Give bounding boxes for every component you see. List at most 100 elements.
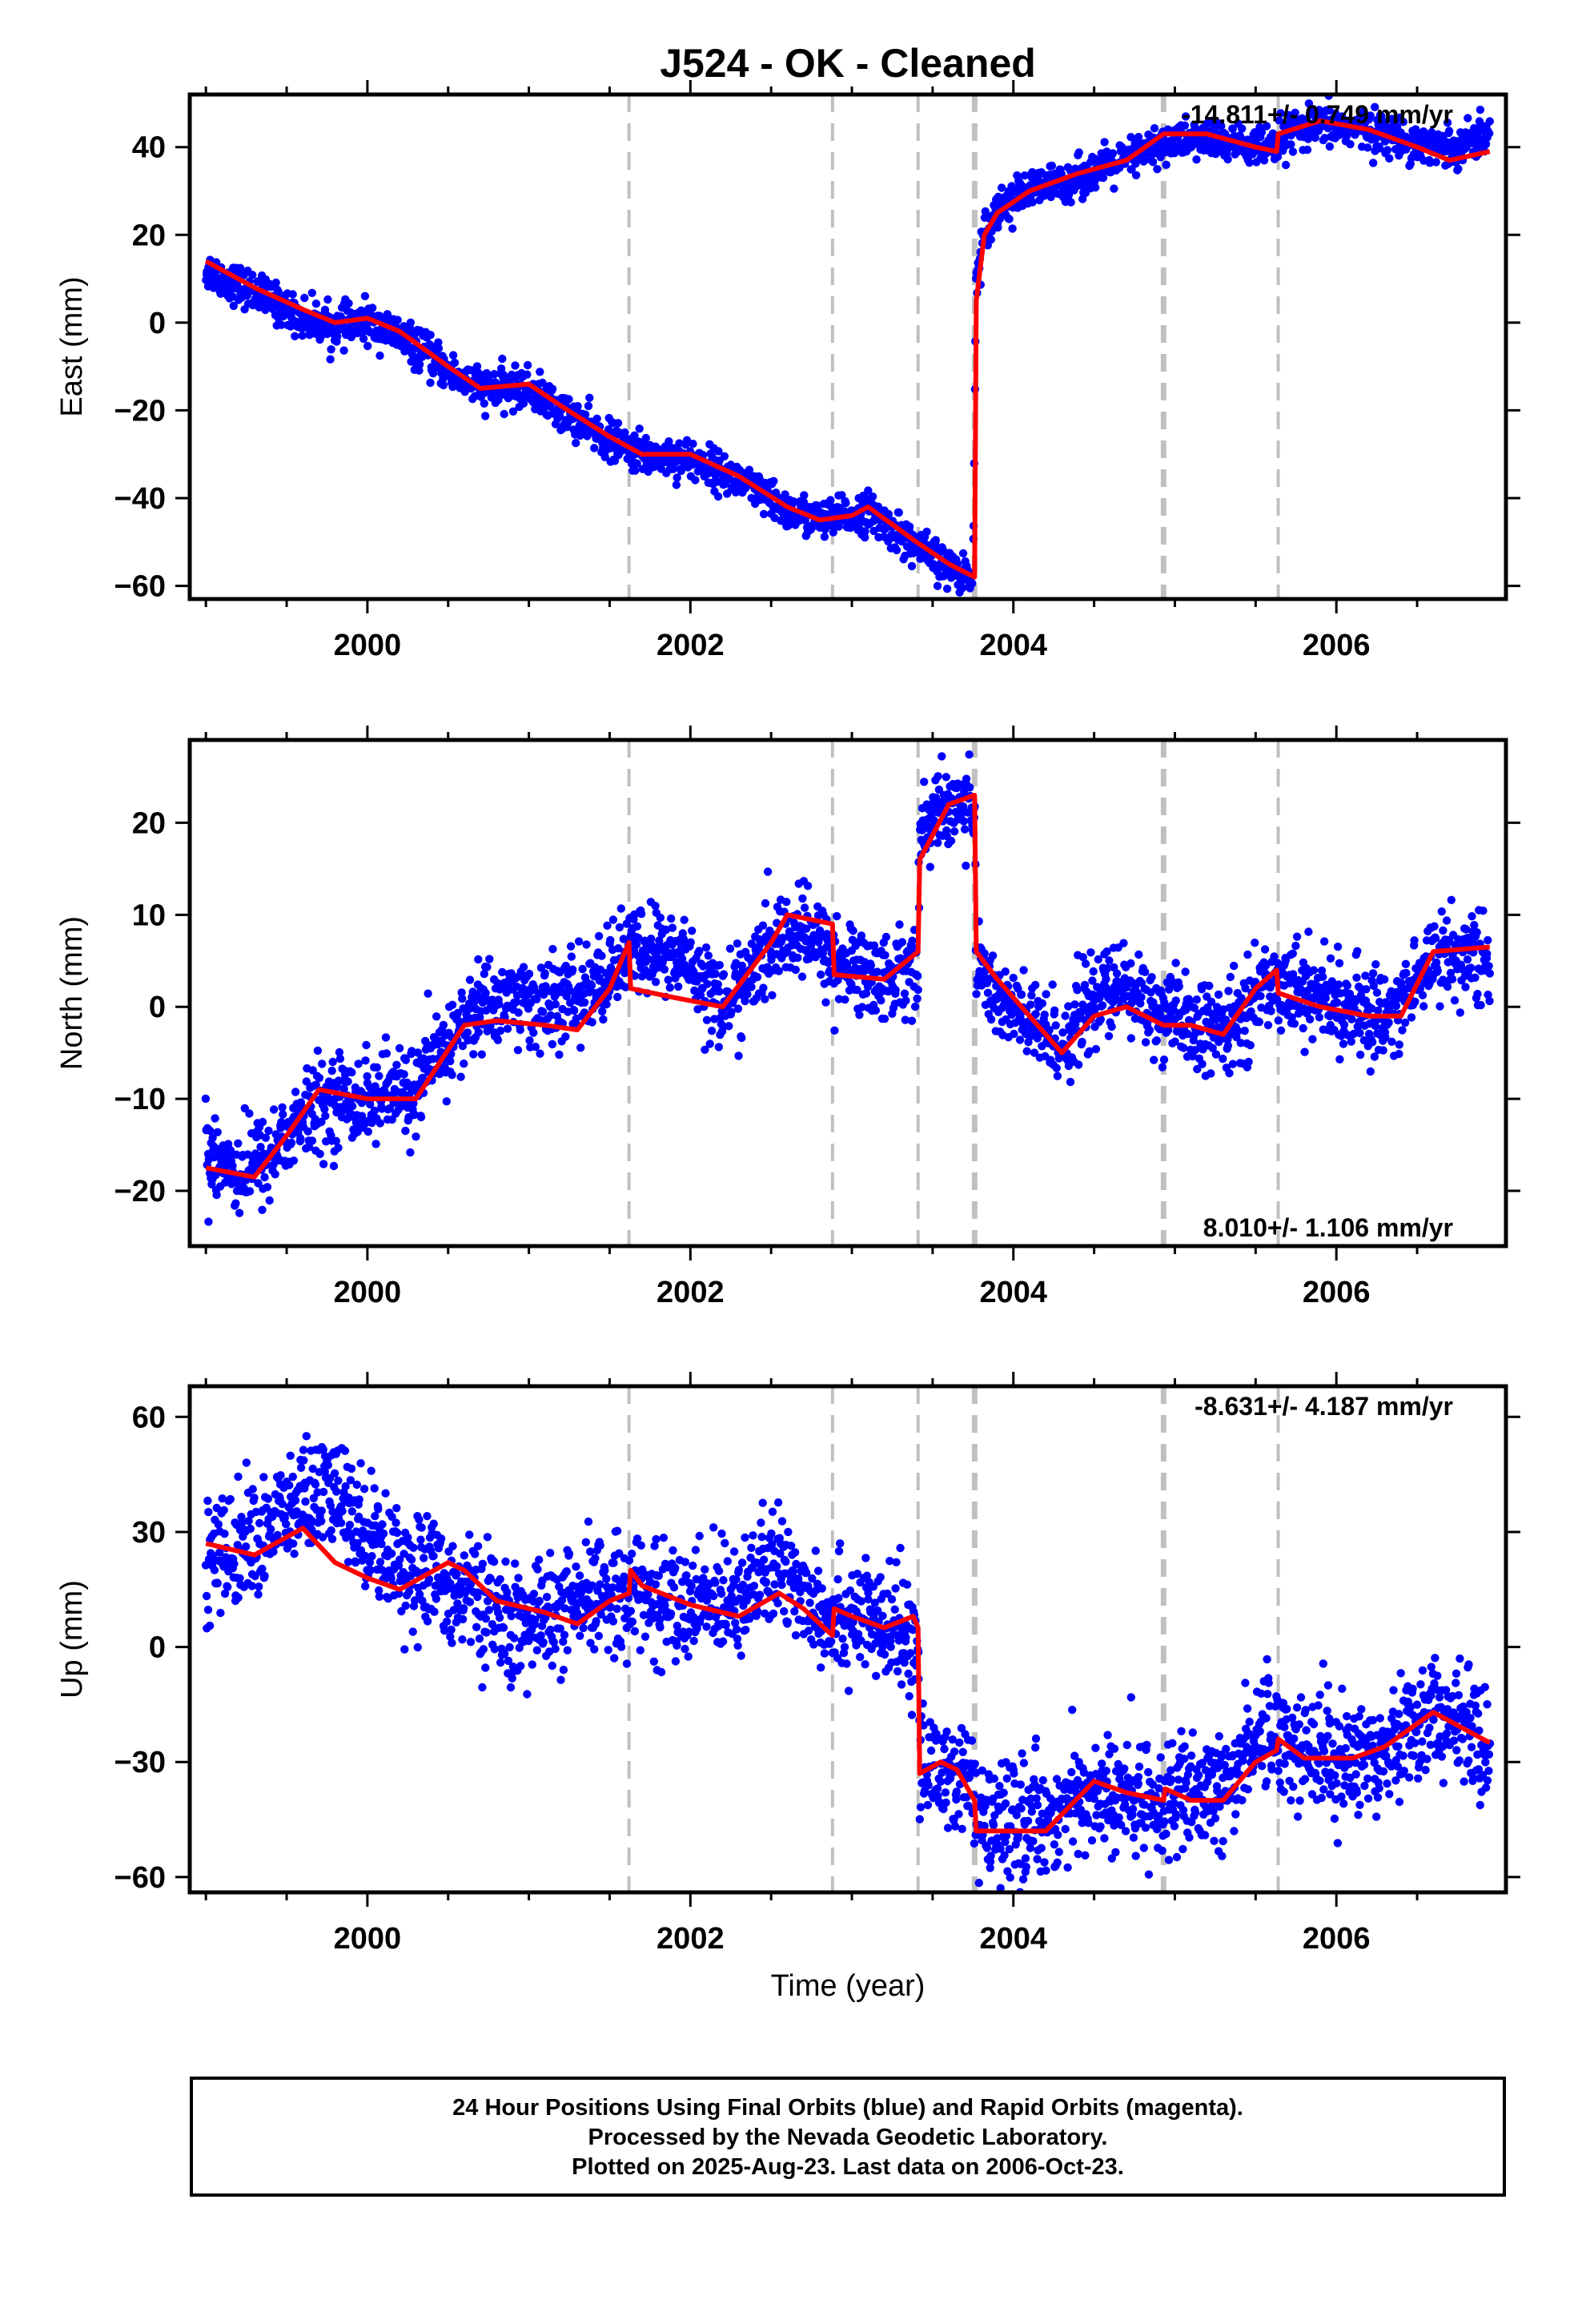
data-point xyxy=(1447,975,1457,983)
data-point xyxy=(1402,968,1411,978)
data-point xyxy=(958,802,968,811)
data-point xyxy=(1180,121,1190,130)
data-point xyxy=(347,1102,357,1111)
data-point xyxy=(961,727,969,735)
data-point xyxy=(1484,962,1493,971)
data-point xyxy=(873,967,882,976)
data-point xyxy=(1485,969,1495,978)
data-point xyxy=(1485,117,1495,126)
data-point xyxy=(1473,990,1482,999)
data-point xyxy=(1387,1037,1396,1047)
data-point xyxy=(797,972,807,981)
data-point xyxy=(525,1036,534,1045)
data-point xyxy=(1155,1025,1164,1034)
data-point xyxy=(1061,1011,1070,1020)
y-tick-label: −40 xyxy=(114,482,166,516)
data-point xyxy=(1259,156,1269,165)
data-point xyxy=(245,1109,254,1118)
data-point xyxy=(734,1051,743,1060)
data-point xyxy=(276,1124,285,1132)
data-point xyxy=(590,444,599,452)
data-point xyxy=(1370,1052,1379,1061)
data-point xyxy=(1205,981,1214,991)
data-point xyxy=(372,1063,381,1072)
data-point xyxy=(205,1621,215,1630)
data-point xyxy=(496,364,506,373)
data-point xyxy=(226,1494,235,1504)
data-point xyxy=(472,362,482,371)
data-point xyxy=(263,1183,272,1192)
data-point xyxy=(327,1066,336,1076)
data-point xyxy=(212,1190,221,1200)
data-point xyxy=(1464,114,1472,123)
data-point xyxy=(360,292,370,300)
data-point xyxy=(538,1007,548,1016)
data-point xyxy=(1042,990,1050,999)
data-point xyxy=(1450,996,1460,1005)
data-point xyxy=(861,989,871,998)
data-point xyxy=(1112,969,1122,978)
data-point xyxy=(524,969,534,979)
data-point xyxy=(741,996,749,1006)
plot-frame xyxy=(187,738,1508,1248)
x-tick-label: 2004 xyxy=(979,629,1047,662)
data-point xyxy=(296,1134,305,1143)
data-point xyxy=(1398,1026,1407,1035)
data-point xyxy=(753,972,762,982)
data-point xyxy=(1170,1037,1179,1046)
data-point xyxy=(897,938,907,947)
data-point xyxy=(608,915,618,924)
data-point xyxy=(1372,988,1382,997)
data-point xyxy=(503,1024,512,1033)
data-point xyxy=(1007,1010,1017,1019)
data-point xyxy=(920,778,929,786)
data-point xyxy=(1100,138,1109,147)
data-point xyxy=(1162,160,1170,169)
data-point xyxy=(1304,927,1313,936)
x-tick-label: 2004 xyxy=(979,1276,1047,1309)
data-point xyxy=(594,931,604,941)
data-point xyxy=(203,1606,213,1614)
x-tick-label: 2006 xyxy=(1303,629,1371,662)
data-point xyxy=(311,1080,320,1089)
data-point xyxy=(1028,198,1037,207)
data-point xyxy=(1031,1010,1040,1019)
data-point xyxy=(585,393,594,402)
data-point xyxy=(1224,987,1233,995)
data-point xyxy=(704,951,713,960)
data-point xyxy=(230,1559,239,1569)
data-point xyxy=(942,585,952,593)
data-point xyxy=(620,428,629,437)
data-point xyxy=(703,979,712,988)
data-point xyxy=(1193,1064,1202,1074)
data-point xyxy=(1038,999,1047,1008)
data-point xyxy=(1437,907,1447,916)
data-point xyxy=(1207,1069,1215,1078)
data-point xyxy=(866,961,876,970)
data-point xyxy=(1131,171,1141,179)
data-point xyxy=(606,935,615,945)
x-tick-label: 2002 xyxy=(656,1276,725,1309)
data-point xyxy=(857,931,866,940)
data-point xyxy=(910,1002,920,1011)
data-point xyxy=(637,972,647,981)
data-point xyxy=(1395,1049,1403,1059)
data-point xyxy=(781,490,789,499)
data-point xyxy=(588,1018,596,1027)
data-point xyxy=(604,425,613,434)
data-point xyxy=(656,913,665,923)
data-point xyxy=(1211,1015,1220,1024)
data-point xyxy=(1159,1055,1169,1064)
data-point xyxy=(401,1055,411,1064)
data-point xyxy=(651,978,661,987)
data-point xyxy=(211,1114,219,1123)
data-point xyxy=(415,366,424,375)
data-point xyxy=(203,1496,212,1506)
data-point xyxy=(714,1043,723,1051)
data-point xyxy=(892,545,901,555)
data-point xyxy=(1022,1047,1031,1055)
data-point xyxy=(1454,164,1463,173)
data-point xyxy=(1211,1009,1220,1019)
data-point xyxy=(289,1156,299,1165)
data-point xyxy=(714,447,723,456)
